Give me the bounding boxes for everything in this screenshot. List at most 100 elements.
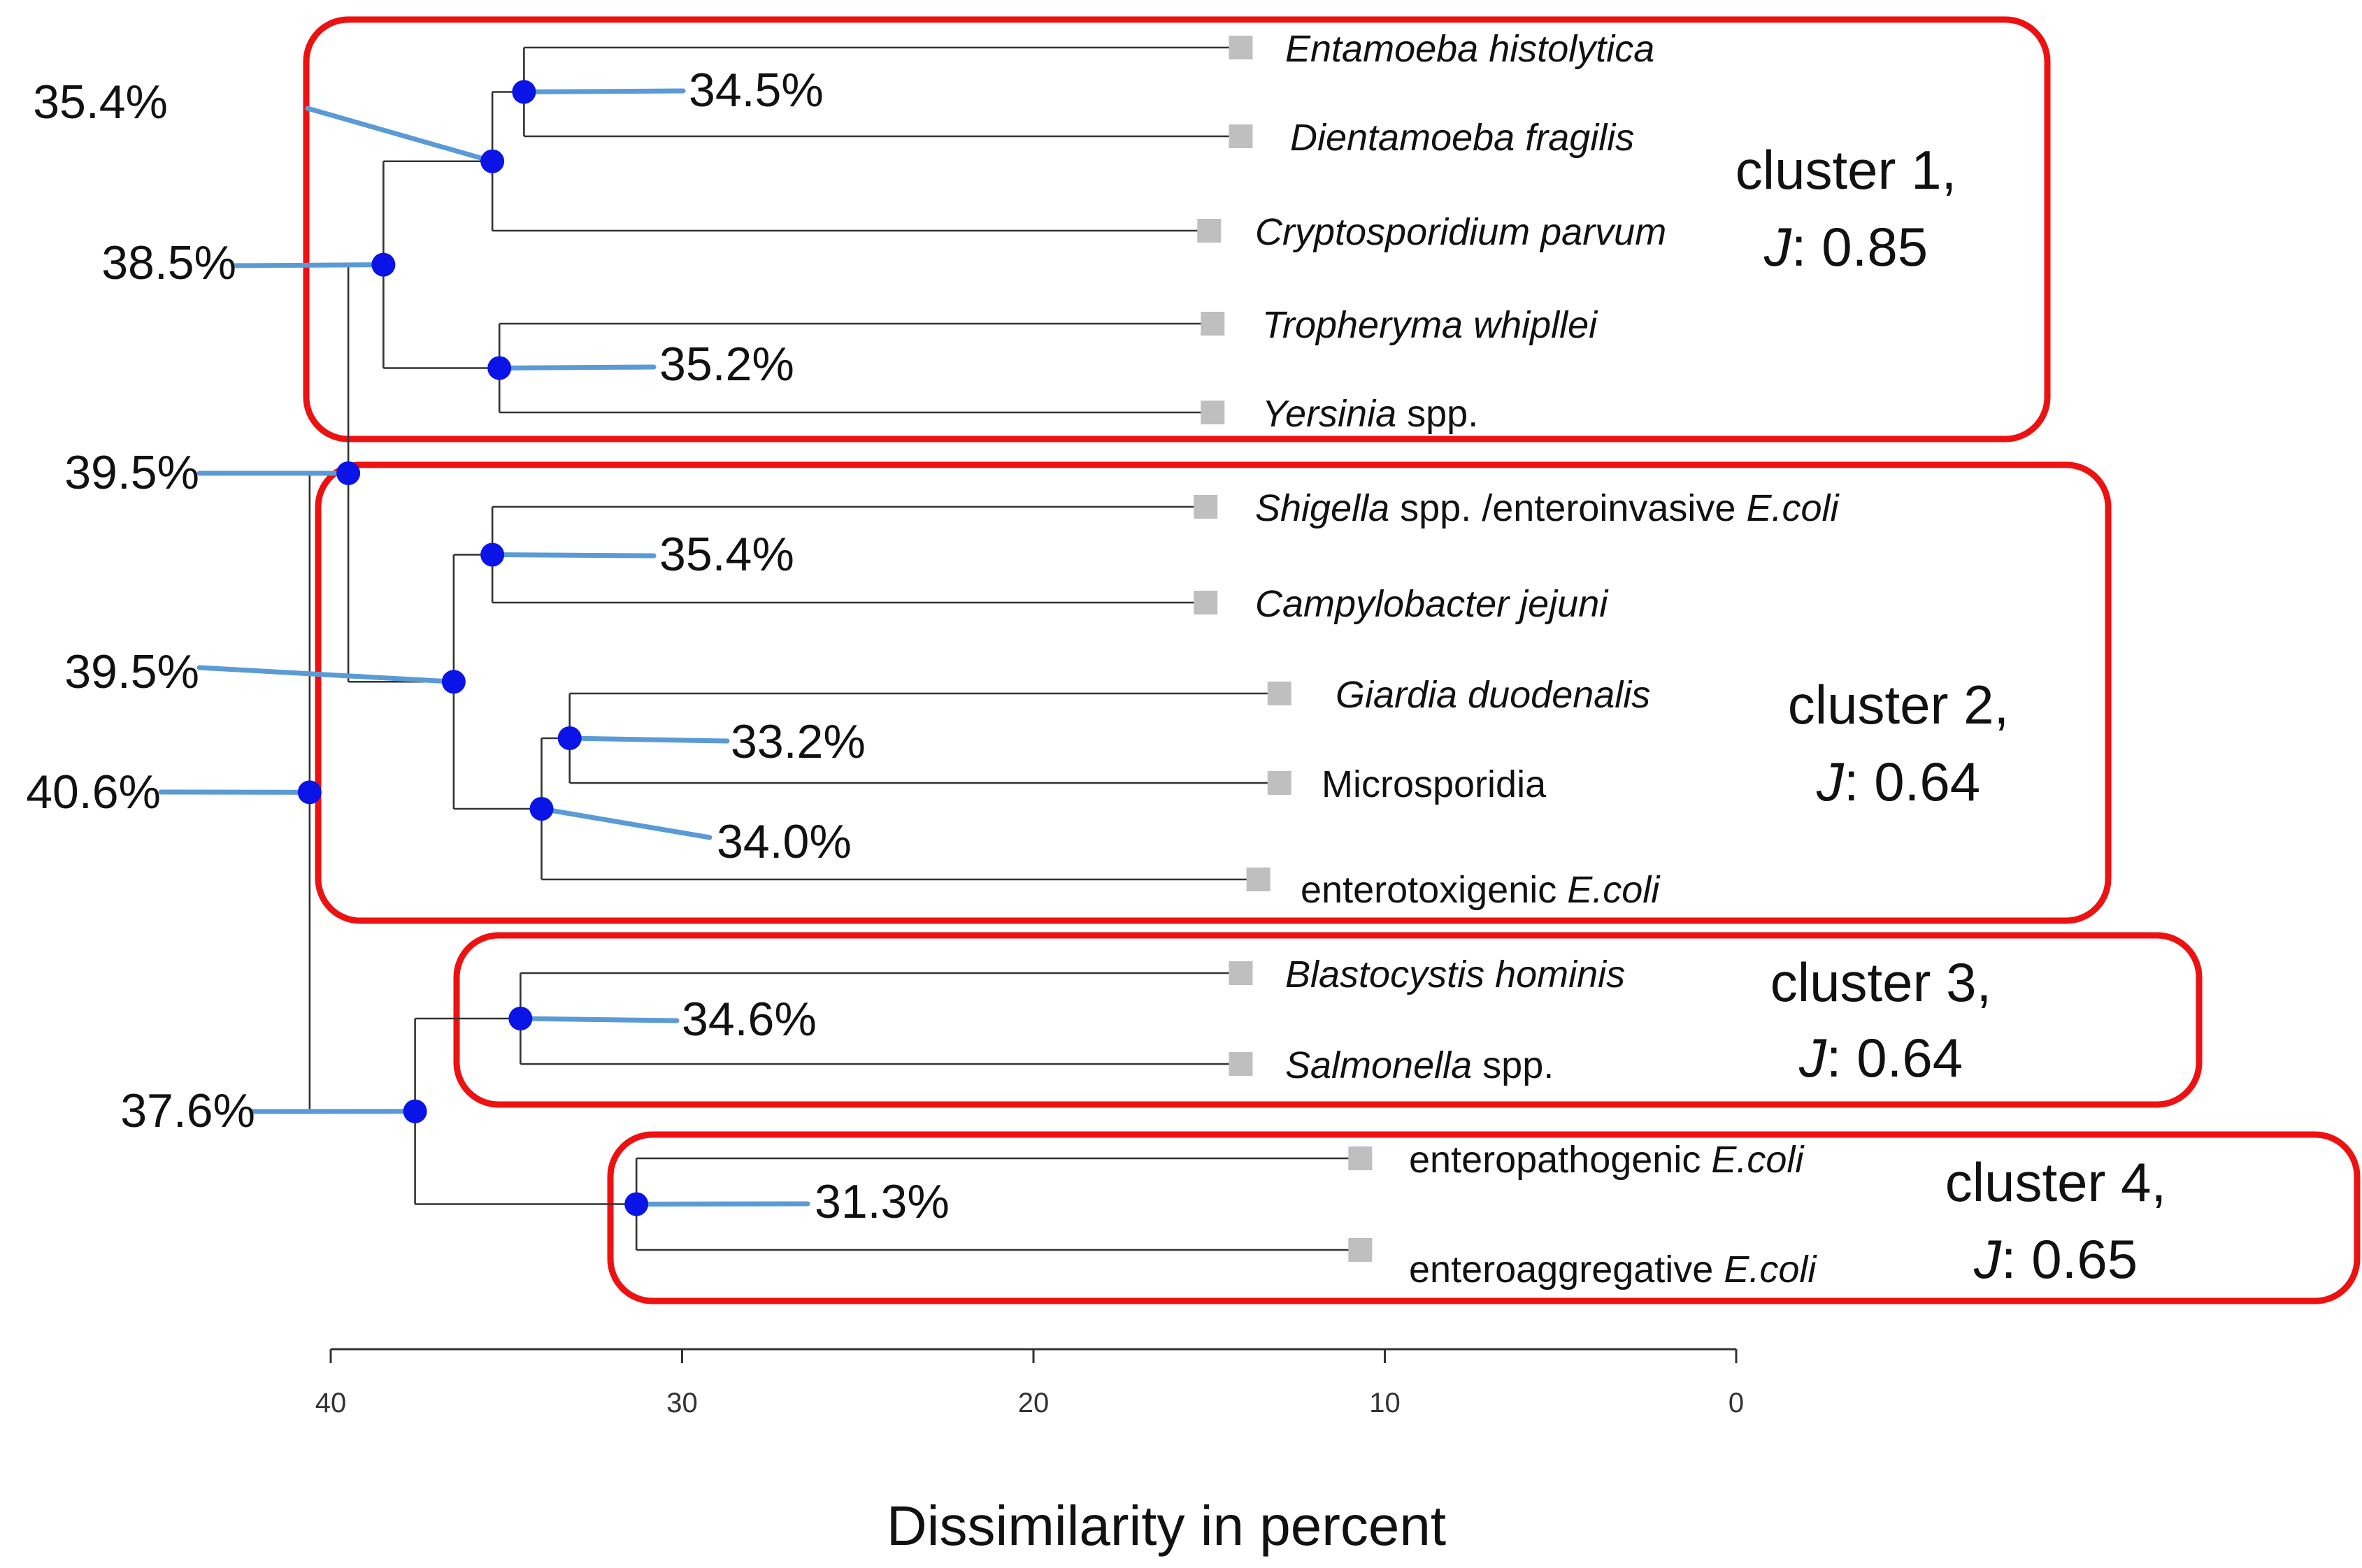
leaf-label-part: enteropathogenic bbox=[1409, 1139, 1711, 1181]
merge-label-m9: 39.5% bbox=[64, 446, 199, 499]
merge-node-m3 bbox=[487, 356, 512, 380]
leaf-labels: Entamoeba histolytica Dientamoeba fragili… bbox=[1255, 28, 1840, 1290]
merge-label-m12: 37.6% bbox=[120, 1084, 255, 1137]
leaf-label-epec: enteropathogenic E.coli bbox=[1409, 1139, 1805, 1181]
merge-node-m6 bbox=[557, 726, 582, 750]
merge-label-m4: 38.5% bbox=[101, 236, 236, 289]
leaf-label-part: enteroaggregative bbox=[1409, 1249, 1724, 1290]
cluster-title-2: cluster 2, bbox=[1788, 674, 2009, 735]
leaf-label-part: E.coli bbox=[1711, 1139, 1805, 1181]
merge-node-m10 bbox=[508, 1007, 533, 1030]
cluster-title-1: cluster 1, bbox=[1735, 139, 1956, 201]
jaccard-symbol: J bbox=[1763, 216, 1792, 278]
jaccard-symbol: J bbox=[1973, 1228, 2002, 1290]
x-tick-label-40: 40 bbox=[315, 1388, 347, 1418]
merge-node-m8 bbox=[441, 670, 466, 694]
leaf-label-part: enterotoxigenic bbox=[1301, 869, 1567, 911]
x-axis-label: Dissimilarity in percent bbox=[887, 1495, 1446, 1557]
leaf-tip-salmonella bbox=[1229, 1052, 1253, 1076]
cluster-jaccard-4: J: 0.65 bbox=[1973, 1228, 2138, 1290]
leaf-label-part: Salmonella bbox=[1285, 1044, 1472, 1086]
x-axis: 40 30 20 10 0 bbox=[315, 1348, 1744, 1418]
merge-node-m4 bbox=[371, 252, 396, 277]
leaf-tips bbox=[1194, 36, 1373, 1262]
x-tick-label-20: 20 bbox=[1018, 1388, 1050, 1418]
leaf-tip-microsporidia bbox=[1267, 771, 1291, 795]
cluster-box-2 bbox=[315, 461, 2112, 924]
leaf-tip-shigella bbox=[1194, 495, 1218, 519]
cluster-boxes bbox=[303, 16, 2361, 1304]
leaf-label-cryptosporidium: Cryptosporidium parvum bbox=[1255, 211, 1666, 253]
leaf-label-part: Entamoeba histolytica bbox=[1285, 28, 1654, 70]
leaf-label-part: Campylobacter jejuni bbox=[1255, 583, 1609, 625]
leaf-tip-cryptosporidium bbox=[1197, 219, 1222, 243]
cluster-box-4 bbox=[607, 1131, 2361, 1304]
leaf-label-blastocystis: Blastocystis hominis bbox=[1285, 954, 1625, 995]
leaf-tip-etec bbox=[1246, 868, 1271, 891]
leaf-tip-giardia bbox=[1267, 682, 1291, 705]
merge-label-m1: 34.5% bbox=[689, 64, 824, 117]
jaccard-value: : 0.64 bbox=[1844, 751, 1980, 812]
merge-label-m11: 31.3% bbox=[815, 1175, 950, 1228]
leaf-label-part: spp. bbox=[1396, 393, 1478, 435]
merge-label-m6: 33.2% bbox=[731, 715, 866, 768]
merge-node-m9 bbox=[336, 461, 361, 485]
leader-line-m2 bbox=[305, 106, 495, 164]
leader-line-m3 bbox=[496, 364, 657, 371]
leaf-label-eaec: enteroaggregative E.coli bbox=[1409, 1249, 1817, 1290]
leaf-label-part: E.coli bbox=[1724, 1249, 1817, 1290]
jaccard-symbol: J bbox=[1816, 751, 1845, 812]
merge-label-m13: 40.6% bbox=[26, 765, 161, 819]
merge-percent-labels: 34.5% 35.4% 35.2% 38.5% 35.4% 33.2% 34.0% 39.5%… bbox=[26, 64, 950, 1228]
jaccard-symbol: J bbox=[1798, 1027, 1827, 1088]
merge-node-m5 bbox=[480, 542, 505, 567]
leaf-label-salmonella: Salmonella spp. bbox=[1285, 1044, 1554, 1086]
merge-node-m12 bbox=[403, 1099, 427, 1123]
leaf-tip-blastocystis bbox=[1229, 961, 1253, 985]
merge-node-m11 bbox=[624, 1192, 649, 1216]
merge-node-m2 bbox=[480, 149, 505, 173]
jaccard-value: : 0.65 bbox=[2001, 1228, 2138, 1290]
leaf-label-part: E.coli bbox=[1567, 869, 1661, 911]
cluster-jaccard-3: J: 0.64 bbox=[1798, 1027, 1963, 1088]
leaf-label-dientamoeba: Dientamoeba fragilis bbox=[1290, 117, 1634, 159]
leaf-label-etec: enterotoxigenic E.coli bbox=[1301, 869, 1661, 911]
leader-line-m7 bbox=[539, 806, 713, 840]
leaf-label-microsporidia: Microsporidia bbox=[1322, 763, 1547, 805]
leaf-label-yersinia: Yersinia spp. bbox=[1262, 393, 1478, 435]
merge-nodes bbox=[297, 80, 649, 1216]
cluster-box-3 bbox=[453, 932, 2203, 1108]
leaf-label-giardia: Giardia duodenalis bbox=[1336, 674, 1650, 716]
merge-label-m10: 34.6% bbox=[682, 993, 817, 1046]
leaf-tip-yersinia bbox=[1201, 401, 1225, 424]
leaf-label-part: Shigella bbox=[1255, 487, 1389, 529]
jaccard-value: : 0.85 bbox=[1791, 216, 1928, 278]
x-tick-label-30: 30 bbox=[666, 1388, 698, 1418]
cluster-jaccard-2: J: 0.64 bbox=[1816, 751, 1980, 812]
merge-label-leaders bbox=[158, 88, 810, 1207]
merge-label-m2: 35.4% bbox=[33, 75, 168, 129]
leaf-label-part: Cryptosporidium parvum bbox=[1255, 211, 1666, 253]
leaf-label-part: spp. bbox=[1472, 1044, 1554, 1086]
leaf-label-part: Blastocystis hominis bbox=[1285, 954, 1625, 995]
leader-line-m1 bbox=[521, 88, 686, 94]
leader-line-m8 bbox=[196, 665, 457, 684]
cluster-box-1 bbox=[303, 16, 2051, 443]
leaf-label-part: Microsporidia bbox=[1322, 763, 1547, 805]
merge-label-m5: 35.4% bbox=[659, 528, 794, 581]
merge-label-m8: 39.5% bbox=[64, 645, 199, 698]
leader-line-m10 bbox=[517, 1016, 680, 1023]
leaf-label-part: spp. /enteroinvasive bbox=[1389, 487, 1746, 529]
leaf-tip-dientamoeba bbox=[1229, 124, 1253, 148]
leaf-label-campylobacter: Campylobacter jejuni bbox=[1255, 583, 1609, 625]
merge-label-m3: 35.2% bbox=[659, 338, 794, 391]
merge-node-m7 bbox=[529, 797, 554, 821]
x-tick-label-10: 10 bbox=[1369, 1388, 1401, 1418]
jaccard-value: : 0.64 bbox=[1826, 1027, 1963, 1088]
leaf-tip-epec bbox=[1348, 1146, 1373, 1170]
leaf-label-part: Giardia duodenalis bbox=[1336, 674, 1650, 716]
leader-line-m5 bbox=[489, 552, 657, 559]
leader-line-m4 bbox=[231, 262, 386, 268]
leaf-tip-tropheryma bbox=[1201, 312, 1225, 336]
